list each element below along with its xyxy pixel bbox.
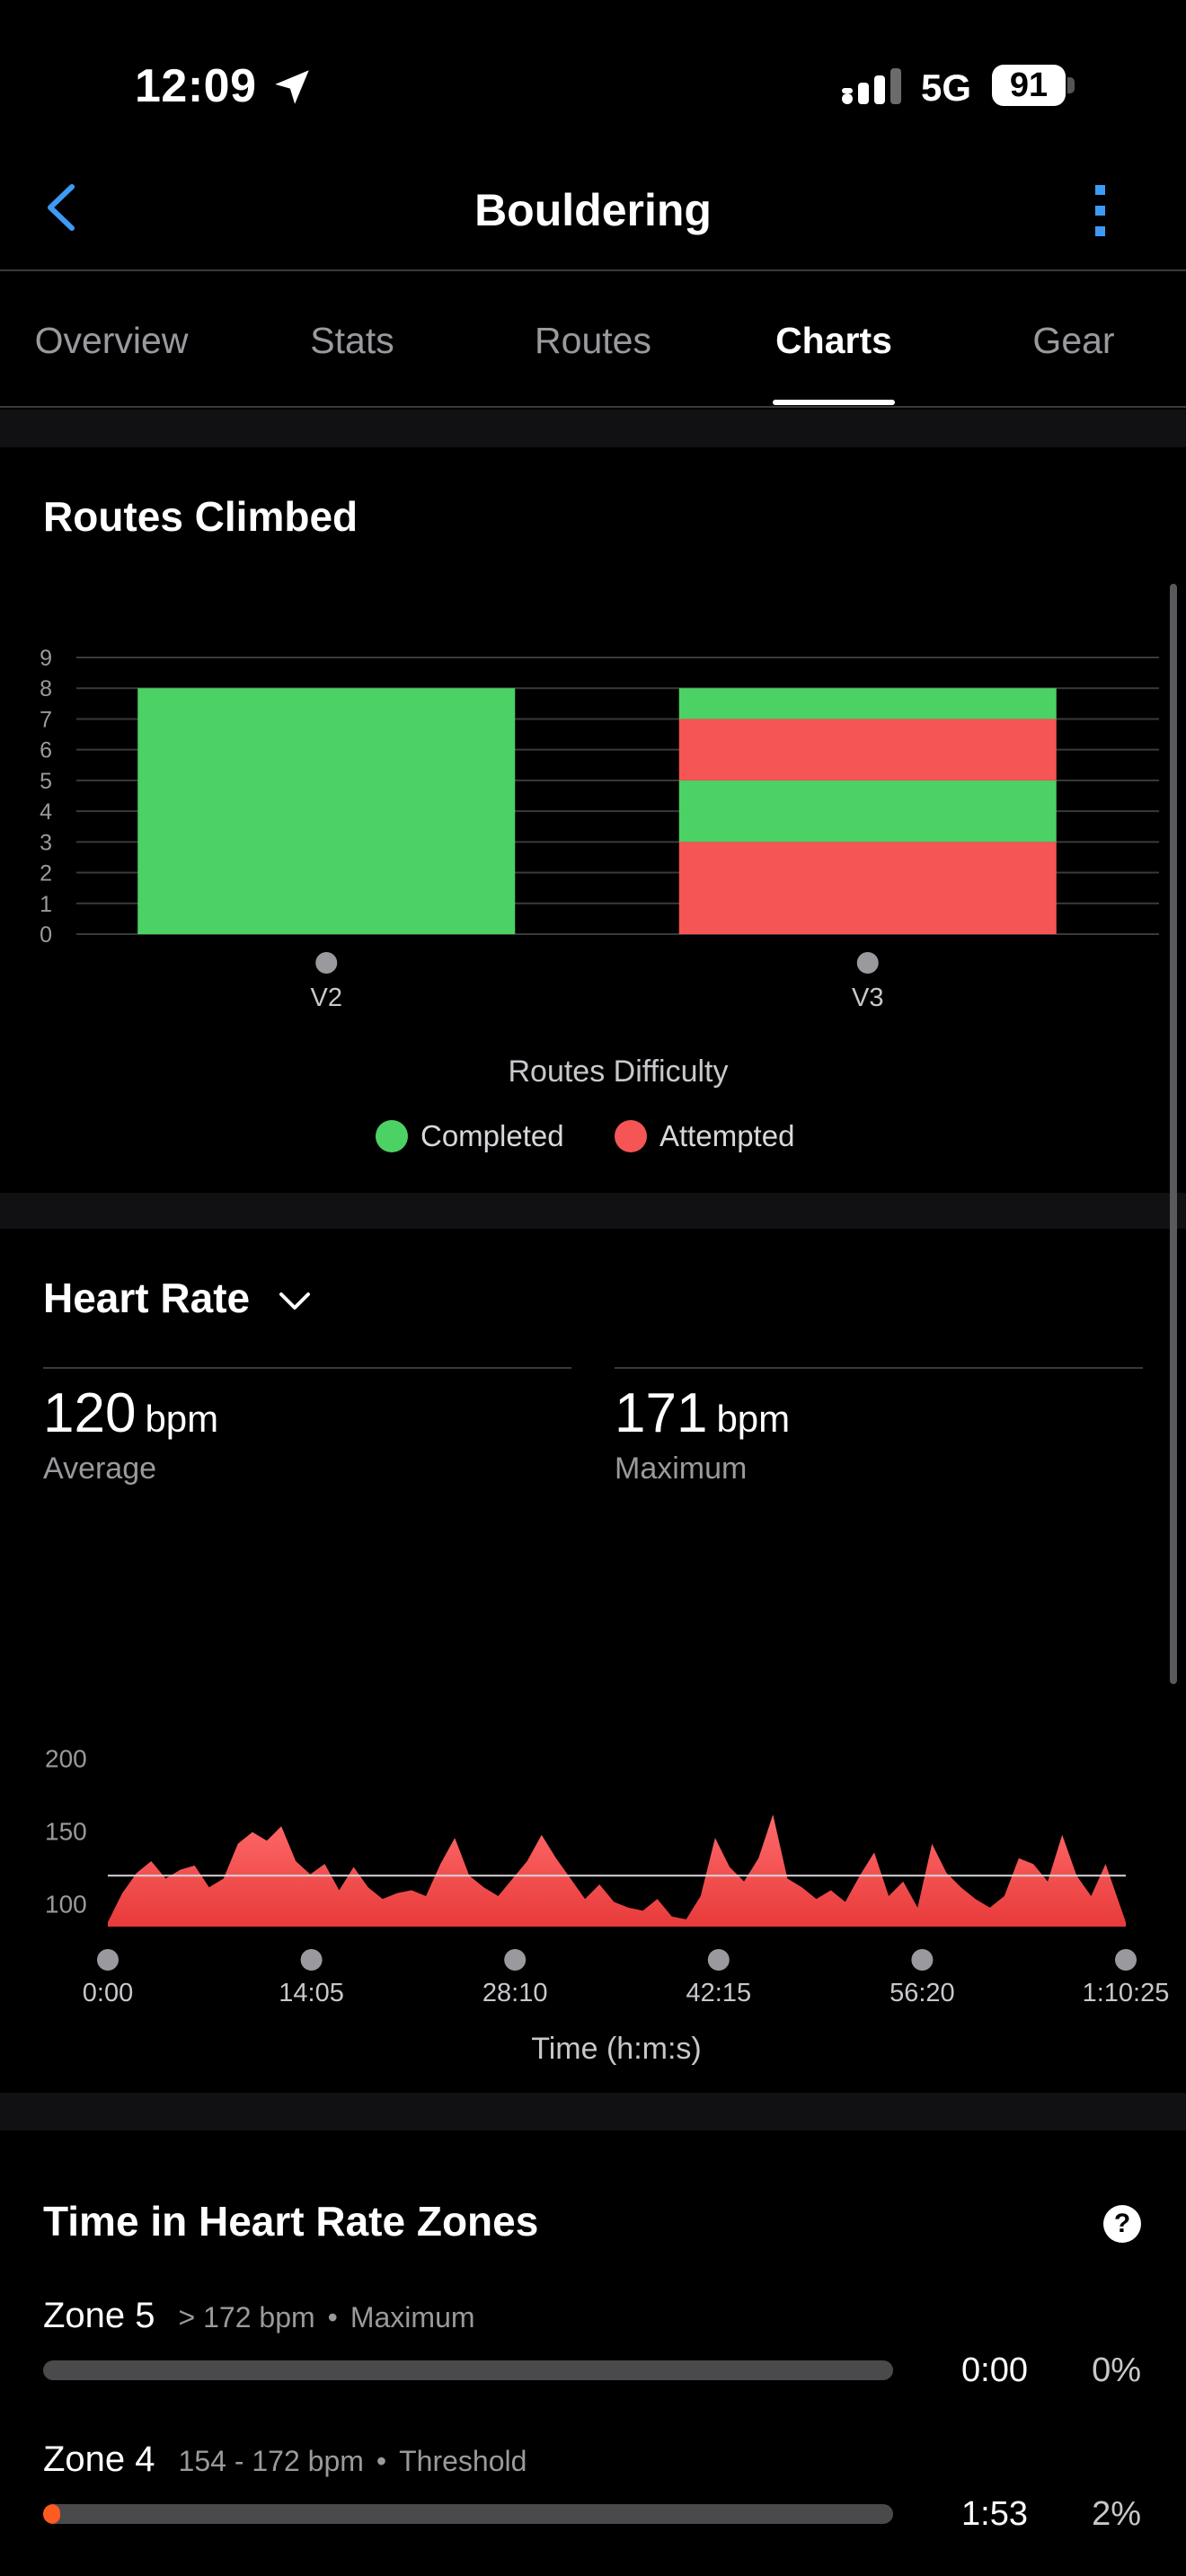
hr-average-unit: bpm <box>145 1398 219 1440</box>
x-tick-marker <box>97 1949 119 1971</box>
x-tick-label: V3 <box>852 984 883 1012</box>
zone-5-percent: 0% <box>1092 2351 1141 2389</box>
zone-5-kind: Maximum <box>350 2301 475 2333</box>
heart-rate-title[interactable]: Heart Rate <box>43 1275 251 1321</box>
legend-completed-label: Completed <box>420 1119 564 1152</box>
zone-4-range: 154 - 172 bpm <box>178 2445 364 2477</box>
y-tick-label: 100 <box>45 1891 87 1919</box>
legend-attempted-label: Attempted <box>659 1119 795 1152</box>
hr-maximum-unit: bpm <box>716 1398 791 1440</box>
scrollbar[interactable] <box>1170 584 1177 1684</box>
hr-average-label: Average <box>43 1451 157 1486</box>
heart-rate-area <box>108 1814 1126 1927</box>
y-tick-label: 200 <box>45 1745 87 1773</box>
tabs-divider <box>0 406 1186 408</box>
y-tick-label: 6 <box>40 738 52 763</box>
x-tick-marker <box>856 952 879 974</box>
y-tick-label: 5 <box>40 769 52 794</box>
routes-x-axis-title: Routes Difficulty <box>508 1054 729 1089</box>
routes-climbed-title: Routes Climbed <box>43 493 358 540</box>
bar-segment-completed <box>678 688 1057 719</box>
zone-4-bar-fill <box>43 2504 60 2524</box>
battery-tip <box>1067 77 1075 93</box>
hr-average-value: 120 <box>43 1382 137 1444</box>
hr-maximum-divider <box>615 1367 1143 1369</box>
legend-completed[interactable]: Completed <box>376 1119 564 1153</box>
battery-indicator: 91 <box>992 65 1066 106</box>
section-gap <box>0 2093 1186 2130</box>
hr-maximum: 171 bpm <box>615 1381 790 1445</box>
x-tick-marker <box>1115 1949 1137 1971</box>
chevron-down-icon[interactable] <box>274 1280 315 1321</box>
hr-average: 120 bpm <box>43 1381 218 1445</box>
x-tick-marker <box>911 1949 934 1971</box>
x-tick-label: 56:20 <box>890 1979 955 2003</box>
hr-maximum-label: Maximum <box>615 1451 748 1486</box>
attempted-dot-icon <box>615 1120 647 1152</box>
x-tick-label: 28:10 <box>482 1979 548 2003</box>
hr-average-divider <box>43 1367 571 1369</box>
y-tick-label: 1 <box>40 892 52 917</box>
y-tick-label: 3 <box>40 830 52 855</box>
page-title: Bouldering <box>474 185 712 235</box>
legend-attempted[interactable]: Attempted <box>615 1119 794 1153</box>
tab-charts[interactable]: Charts <box>775 320 892 361</box>
hr-zones-title: Time in Heart Rate Zones <box>43 2198 539 2245</box>
zone-4-separator: • <box>376 2445 387 2477</box>
heart-rate-chart: 100 150 200 0:00 14:05 28:10 42:15 56:20 1:10:25 <box>45 1745 1170 2003</box>
section-gap <box>0 410 1186 447</box>
zone-4-name: Zone 4 <box>43 2439 155 2479</box>
y-tick-label: 8 <box>40 676 52 701</box>
x-tick-label: 14:05 <box>279 1979 344 2003</box>
zone-5-header: Zone 5 > 172 bpm • Maximum <box>43 2296 475 2336</box>
bar-segment-attempted <box>678 842 1057 934</box>
zone-4-percent: 2% <box>1092 2495 1141 2533</box>
x-tick-marker <box>300 1949 323 1971</box>
zone-5-name: Zone 5 <box>43 2296 155 2335</box>
y-tick-label: 9 <box>40 646 52 671</box>
x-tick-label: 42:15 <box>686 1979 752 2003</box>
tab-gear[interactable]: Gear <box>1032 320 1115 361</box>
tab-routes[interactable]: Routes <box>535 320 651 361</box>
cellular-signal-icon <box>842 68 901 104</box>
bar-segment-completed <box>137 688 516 934</box>
tab-overview[interactable]: Overview <box>34 320 189 361</box>
zone-4-time: 1:53 <box>961 2495 1028 2533</box>
zone-5-range: > 172 bpm <box>178 2301 315 2333</box>
y-tick-label: 7 <box>40 707 52 732</box>
more-vertical-icon[interactable] <box>1074 180 1128 243</box>
zone-5-time: 0:00 <box>961 2351 1028 2389</box>
back-chevron-icon[interactable] <box>36 176 90 239</box>
section-gap <box>0 1193 1186 1229</box>
hr-maximum-value: 171 <box>615 1382 708 1444</box>
x-tick-marker <box>315 952 338 974</box>
x-tick-marker <box>707 1949 730 1971</box>
header-divider <box>0 269 1186 271</box>
completed-dot-icon <box>376 1120 408 1152</box>
location-arrow-icon <box>275 70 309 104</box>
hr-x-axis-title: Time (h:m:s) <box>531 2032 702 2066</box>
active-tab-indicator <box>773 400 895 405</box>
zone-5-bar <box>43 2360 893 2380</box>
zone-4-header: Zone 4 154 - 172 bpm • Threshold <box>43 2439 527 2480</box>
y-tick-label: 4 <box>40 799 52 825</box>
x-tick-label: 1:10:25 <box>1083 1979 1170 2003</box>
bar-segment-attempted <box>678 719 1057 781</box>
y-tick-label: 150 <box>45 1818 87 1846</box>
help-icon[interactable]: ? <box>1103 2205 1141 2243</box>
zone-4-kind: Threshold <box>399 2445 527 2477</box>
x-tick-label: V2 <box>311 984 342 1012</box>
x-tick-label: 0:00 <box>83 1979 133 2003</box>
tab-stats[interactable]: Stats <box>310 320 394 361</box>
status-time: 12:09 <box>135 60 257 112</box>
zone-4-bar <box>43 2504 893 2524</box>
y-tick-label: 2 <box>40 861 52 887</box>
bar-segment-completed <box>678 780 1057 842</box>
routes-climbed-chart: 0 1 2 3 4 5 6 7 8 9 V2 V3 <box>40 646 1159 1012</box>
x-tick-marker <box>504 1949 527 1971</box>
zone-5-separator: • <box>327 2301 338 2333</box>
network-type: 5G <box>921 66 972 109</box>
y-tick-label: 0 <box>40 922 52 948</box>
